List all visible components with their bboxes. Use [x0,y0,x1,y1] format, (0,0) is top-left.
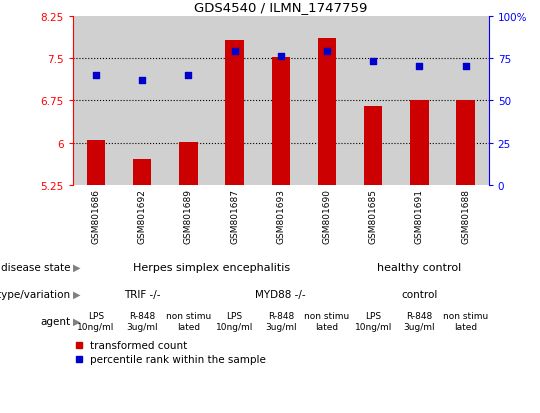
Text: non stimu
lated: non stimu lated [443,311,488,331]
Text: Herpes simplex encephalitis: Herpes simplex encephalitis [133,262,290,273]
Text: LPS
10ng/ml: LPS 10ng/ml [77,311,114,331]
Bar [304,17,350,186]
Bar [396,17,442,186]
Text: transformed count: transformed count [90,340,187,350]
Bar [318,39,336,186]
Text: LPS
10ng/ml: LPS 10ng/ml [355,311,392,331]
Bar [456,101,475,186]
Text: disease state: disease state [1,262,70,273]
Bar [87,141,105,186]
Point [415,64,424,71]
Bar [272,58,290,186]
Text: control: control [401,289,437,299]
Point [323,49,332,55]
Point [184,72,193,79]
Bar [442,17,489,186]
Text: ▶: ▶ [73,316,80,326]
Text: agent: agent [40,316,70,326]
Bar [133,159,151,186]
Bar [212,17,258,186]
Bar [73,17,119,186]
Text: LPS
10ng/ml: LPS 10ng/ml [216,311,253,331]
Bar [364,107,382,186]
Text: TRIF -/-: TRIF -/- [124,289,160,299]
Text: ▶: ▶ [73,289,80,299]
Text: healthy control: healthy control [377,262,462,273]
Point [92,72,100,79]
Bar [258,17,304,186]
Bar [410,101,429,186]
Text: ▶: ▶ [73,262,80,273]
Bar [350,17,396,186]
Text: percentile rank within the sample: percentile rank within the sample [90,354,266,364]
Bar [119,17,165,186]
Point [276,54,285,60]
Text: MYD88 -/-: MYD88 -/- [255,289,306,299]
Text: R-848
3ug/ml: R-848 3ug/ml [265,311,296,331]
Point [369,59,377,66]
Text: R-848
3ug/ml: R-848 3ug/ml [403,311,435,331]
Text: R-848
3ug/ml: R-848 3ug/ml [126,311,158,331]
Point [461,64,470,71]
Point [138,78,146,84]
Title: GDS4540 / ILMN_1747759: GDS4540 / ILMN_1747759 [194,1,368,14]
Bar [225,41,244,186]
Bar [165,17,212,186]
Text: genotype/variation: genotype/variation [0,289,70,299]
Text: non stimu
lated: non stimu lated [166,311,211,331]
Text: non stimu
lated: non stimu lated [305,311,349,331]
Bar [179,142,198,186]
Point [230,49,239,55]
